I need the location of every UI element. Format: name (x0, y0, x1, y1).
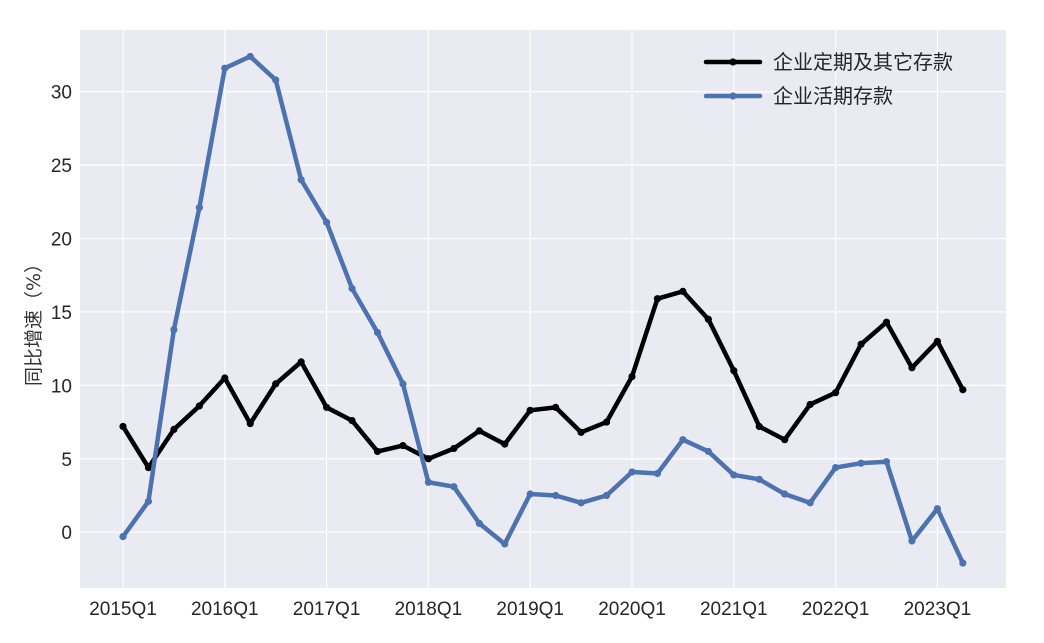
x-tick-label: 2017Q1 (293, 599, 361, 620)
y-tick-label: 25 (51, 156, 72, 177)
data-point (704, 315, 712, 323)
x-tick-labels: 2015Q1 2016Q1 2017Q1 2018Q1 2019Q1 2020Q1 2021… (89, 599, 971, 620)
data-point (806, 499, 814, 507)
x-tick-label: 2021Q1 (700, 599, 768, 620)
data-point (323, 218, 331, 226)
data-point (170, 425, 178, 434)
data-point (552, 491, 560, 500)
data-point (577, 428, 585, 436)
data-point (373, 328, 382, 337)
data-point (246, 52, 254, 61)
data-point (959, 386, 967, 394)
data-point (781, 490, 789, 498)
y-tick-label: 20 (51, 230, 72, 251)
data-point (297, 176, 305, 184)
y-tick-labels: 0 5 10 15 20 25 30 (51, 83, 72, 545)
data-point (755, 475, 763, 483)
data-point (144, 497, 153, 505)
data-point (144, 463, 153, 472)
data-point (195, 204, 203, 212)
data-point (628, 468, 636, 476)
data-point (882, 458, 891, 466)
data-point (882, 318, 891, 326)
data-point (424, 478, 432, 486)
y-tick-label: 5 (61, 450, 72, 471)
data-point (501, 540, 509, 548)
grid-lines (80, 30, 1006, 588)
x-tick-label: 2023Q1 (904, 599, 972, 620)
data-point (424, 455, 432, 463)
data-point (552, 403, 560, 411)
data-point (832, 463, 840, 472)
data-point (373, 447, 382, 456)
series-line-2 (120, 54, 966, 566)
data-point (959, 559, 967, 567)
data-point (221, 374, 229, 382)
data-point (297, 358, 305, 366)
x-tick-label: 2020Q1 (598, 599, 666, 620)
data-point (857, 459, 865, 467)
data-point (832, 389, 840, 397)
data-point (933, 505, 942, 513)
data-point (119, 422, 127, 431)
legend-label-1: 企业定期及其它存款 (773, 50, 953, 74)
x-tick-label: 2018Q1 (395, 599, 463, 620)
x-tick-label: 2022Q1 (802, 599, 870, 620)
data-point (653, 469, 662, 478)
data-point (399, 380, 407, 388)
data-point (348, 417, 356, 425)
plot-background (80, 30, 1006, 588)
legend-marker (729, 58, 737, 66)
data-point (272, 76, 280, 84)
y-axis-label: 同比增速（%） (23, 254, 45, 386)
data-point (628, 372, 636, 381)
data-point (908, 537, 916, 545)
y-tick-label: 30 (51, 83, 72, 104)
data-point (730, 367, 738, 375)
data-point (602, 418, 611, 426)
data-point (933, 337, 942, 345)
data-point (475, 427, 483, 435)
y-tick-label: 10 (51, 376, 72, 397)
data-point (450, 444, 458, 453)
legend-marker (729, 92, 737, 100)
x-tick-label: 2015Q1 (89, 599, 157, 620)
data-point (857, 340, 865, 348)
data-point (755, 422, 763, 431)
data-point (704, 447, 712, 456)
series-layer (119, 52, 967, 567)
data-point (221, 64, 229, 72)
data-point (602, 491, 611, 500)
x-tick-label: 2019Q1 (496, 599, 564, 620)
data-point (501, 440, 509, 448)
data-point (781, 436, 789, 444)
series-line-1 (120, 289, 966, 470)
data-point (526, 490, 534, 498)
data-point (806, 400, 814, 409)
data-point (348, 284, 356, 293)
data-point (475, 519, 483, 527)
data-point (526, 406, 534, 414)
data-point (653, 295, 662, 303)
data-point (119, 533, 127, 541)
data-point (450, 483, 458, 491)
data-point (679, 436, 687, 444)
data-point (246, 419, 254, 428)
data-point (195, 402, 203, 410)
data-point (679, 287, 687, 295)
data-point (399, 441, 407, 450)
data-point (272, 380, 280, 388)
legend-label-2: 企业活期存款 (773, 84, 893, 108)
y-tick-label: 0 (61, 523, 72, 544)
data-point (730, 471, 738, 479)
data-point (170, 325, 178, 334)
x-tick-label: 2016Q1 (191, 599, 259, 620)
y-tick-label: 15 (51, 303, 72, 324)
data-point (323, 403, 331, 411)
data-point (908, 364, 916, 372)
data-point (577, 499, 585, 507)
